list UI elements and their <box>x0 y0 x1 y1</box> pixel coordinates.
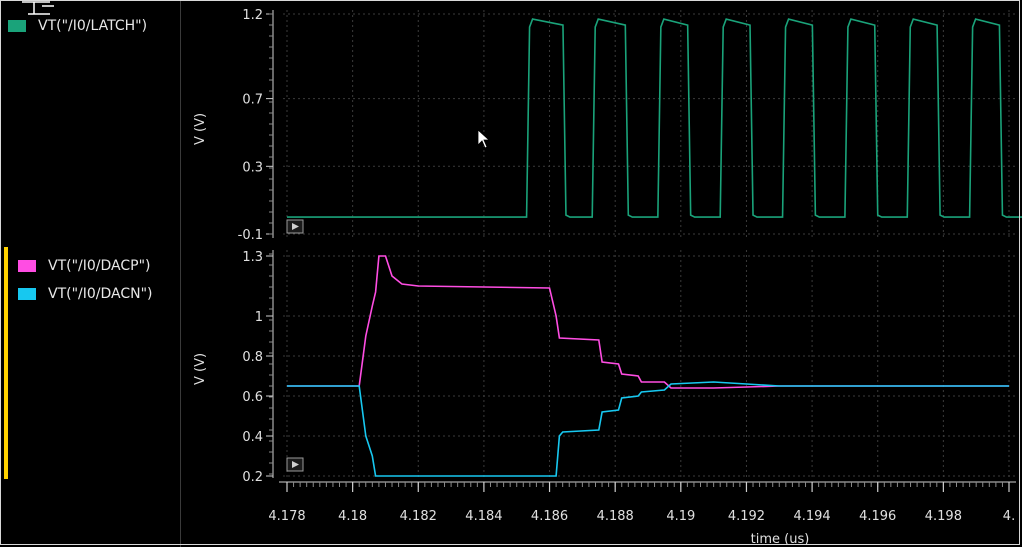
ytick-label-bottom-4: 0.4 <box>242 430 263 445</box>
x-tick-label-10: 4.198 <box>925 509 962 524</box>
ytick-label-top-1: 0.7 <box>242 93 263 108</box>
x-tick-label-2: 4.182 <box>400 509 437 524</box>
ytick-label-bottom-3: 0.6 <box>242 390 263 405</box>
series-line-top-0 <box>287 18 1022 218</box>
x-tick-label-0: 4.178 <box>268 509 305 524</box>
x-axis-label: time (us) <box>751 532 810 547</box>
x-tick-label-1: 4.18 <box>338 509 367 524</box>
y-axis-label-bottom: V (V) <box>193 353 208 385</box>
legend-item-latch[interactable]: VT("/I0/LATCH") <box>8 12 147 40</box>
ytick-label-bottom-1: 1 <box>255 310 263 325</box>
x-tick-label-6: 4.19 <box>666 509 695 524</box>
series-line-bottom-1 <box>287 381 1009 477</box>
x-tick-label-8: 4.194 <box>793 509 830 524</box>
x-tick-label-3: 4.184 <box>465 509 502 524</box>
ytick-label-bottom-5: 0.2 <box>242 470 263 485</box>
legend-panel: VT("/I0/LATCH") VT("/I0/DACP") VT("/I0/D… <box>0 0 181 547</box>
ytick-label-top-2: 0.3 <box>242 160 263 175</box>
legend-item-dacp[interactable]: VT("/I0/DACP") <box>18 252 153 280</box>
ytick-label-bottom-2: 0.8 <box>242 350 263 365</box>
legend-swatch-dacn <box>18 288 36 300</box>
x-tick-label-7: 4.192 <box>728 509 765 524</box>
ytick-label-bottom-0: 1.3 <box>242 250 263 265</box>
legend-top: VT("/I0/LATCH") <box>8 12 147 40</box>
x-tick-label-9: 4.196 <box>859 509 896 524</box>
x-tick-label-4: 4.186 <box>531 509 568 524</box>
play-icon-bottom <box>292 461 299 468</box>
active-panel-indicator <box>4 247 8 479</box>
x-tick-label-11: 4. <box>1003 509 1015 524</box>
legend-swatch-latch <box>8 20 26 32</box>
legend-item-dacn[interactable]: VT("/I0/DACN") <box>18 280 153 308</box>
mouse-pointer-icon <box>477 129 491 149</box>
ytick-label-top-0: 1.2 <box>242 8 263 23</box>
play-icon-top <box>292 223 299 230</box>
legend-swatch-dacp <box>18 260 36 272</box>
legend-bottom: VT("/I0/DACP") VT("/I0/DACN") <box>18 252 153 308</box>
y-axis-label-top: V (V) <box>193 113 208 145</box>
corner-tab-icon <box>22 1 54 15</box>
series-line-bottom-0 <box>287 255 1009 389</box>
legend-label-latch: VT("/I0/LATCH") <box>38 18 148 34</box>
legend-label-dacp: VT("/I0/DACP") <box>48 258 151 274</box>
x-tick-label-5: 4.188 <box>597 509 634 524</box>
legend-label-dacn: VT("/I0/DACN") <box>48 286 153 302</box>
ytick-label-top-3: -0.1 <box>238 228 263 243</box>
